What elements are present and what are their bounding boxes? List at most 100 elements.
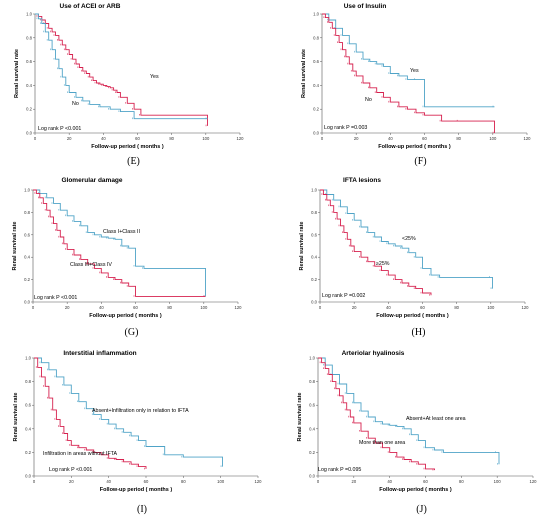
x-axis-label: Follow-up period ( months ) [89,313,162,319]
x-tick-label: 40 [387,479,392,484]
series-label: ≥25% [376,261,390,267]
panel-letter: (G) [125,327,139,338]
y-tick-label: 1.0 [309,356,315,361]
panel-title: IFTA lesions [343,177,381,184]
x-tick-label: 40 [106,479,111,484]
y-axis-label: Renal survival rate [13,393,19,442]
x-axis-label: Follow-up period ( months ) [379,487,452,493]
x-tick-label: 20 [354,136,359,141]
y-axis-label: Renal survival rate [299,222,305,271]
y-tick-label: 0.0 [25,474,31,479]
y-tick-label: 0.8 [313,35,319,40]
logrank-text: Log rank P <0.001 [34,295,77,301]
x-tick-label: 0 [319,305,322,310]
x-tick-label: 120 [522,305,530,310]
series-label: No [72,101,79,107]
y-tick-label: 1.0 [24,188,30,193]
panel-title: Interstitial inflammation [63,350,136,357]
y-tick-label: 0.2 [26,107,32,112]
x-tick-label: 0 [32,305,35,310]
series-label: <25% [402,236,416,242]
x-tick-label: 20 [67,136,72,141]
x-tick-label: 80 [454,305,459,310]
y-axis-label: Renal survival rate [12,222,18,271]
panel-letter: (I) [137,504,147,515]
series-label: More than one area [359,440,405,446]
x-tick-label: 80 [167,305,172,310]
y-tick-label: 0.0 [309,474,315,479]
y-tick-label: 0.2 [25,450,31,455]
panel-letter: (E) [127,156,140,167]
survival-curve-1 [320,189,493,289]
series-label: No [365,97,372,103]
x-tick-label: 120 [524,136,532,141]
x-axis-label: Follow-up period ( months ) [376,313,449,319]
x-tick-label: 120 [237,136,245,141]
x-tick-label: 100 [202,136,210,141]
x-tick-label: 0 [34,136,37,141]
panel-title: Use of ACEI or ARB [60,3,121,10]
y-tick-label: 0.4 [311,255,317,260]
y-tick-label: 0.2 [24,277,30,282]
x-tick-label: 20 [352,305,357,310]
series-label: Absent+Infiltration only in relation to … [92,408,189,414]
y-tick-label: 1.0 [313,12,319,17]
y-tick-label: 0.6 [26,59,32,64]
series-label: Absent+At least one area [406,416,466,422]
y-tick-label: 0.8 [24,210,30,215]
panel-letter: (J) [416,504,427,515]
survival-curve-2 [318,357,435,471]
panel-letter: (F) [414,156,426,167]
x-axis-label: Follow-up period ( months ) [378,144,451,150]
y-axis-label: Renal survival rate [297,393,303,442]
survival-curve-2 [322,13,495,133]
x-tick-label: 60 [144,479,149,484]
survival-curve-2 [34,357,147,469]
series-label: Yes [410,68,419,74]
logrank-text: Log rank P =0.003 [324,125,367,131]
x-tick-label: 100 [489,136,497,141]
panel-title: Arteriolar hyalinosis [342,350,405,357]
y-tick-label: 0.6 [24,232,30,237]
y-tick-label: 1.0 [26,12,32,17]
y-tick-label: 0.4 [24,255,30,260]
y-tick-label: 0.0 [311,300,317,305]
y-tick-label: 0.0 [26,131,32,136]
logrank-text: Log rank P <0.001 [49,467,92,473]
x-tick-label: 0 [317,479,320,484]
y-tick-label: 0.4 [313,83,319,88]
y-tick-label: 0.6 [25,403,31,408]
x-tick-label: 120 [255,479,263,484]
x-tick-label: 100 [200,305,208,310]
x-tick-label: 60 [133,305,138,310]
y-tick-label: 0.8 [311,210,317,215]
y-tick-label: 0.0 [313,131,319,136]
x-tick-label: 60 [135,136,140,141]
y-tick-label: 0.6 [311,232,317,237]
x-tick-label: 60 [422,136,427,141]
x-tick-label: 100 [217,479,225,484]
y-tick-label: 0.0 [24,300,30,305]
y-tick-label: 0.2 [311,277,317,282]
series-label: Class III+Class IV [70,262,112,268]
series-label: Class I+Class II [103,229,140,235]
survival-curve-1 [33,189,206,297]
y-tick-label: 0.8 [309,379,315,384]
x-tick-label: 100 [494,479,502,484]
y-tick-label: 0.4 [309,426,315,431]
x-tick-label: 0 [321,136,324,141]
series-label: Yes [150,74,159,80]
panel-title: Use of Insulin [344,3,387,10]
panel-letter: (H) [412,327,426,338]
series-label: Infiltration in areas without IFTA [43,451,118,457]
y-tick-label: 0.6 [313,59,319,64]
y-tick-label: 0.4 [25,426,31,431]
x-tick-label: 80 [456,136,461,141]
y-tick-label: 1.0 [311,188,317,193]
x-tick-label: 120 [530,479,538,484]
x-tick-label: 60 [423,479,428,484]
y-tick-label: 0.8 [26,35,32,40]
logrank-text: Log rank P =0.002 [322,293,365,299]
x-tick-label: 20 [69,479,74,484]
